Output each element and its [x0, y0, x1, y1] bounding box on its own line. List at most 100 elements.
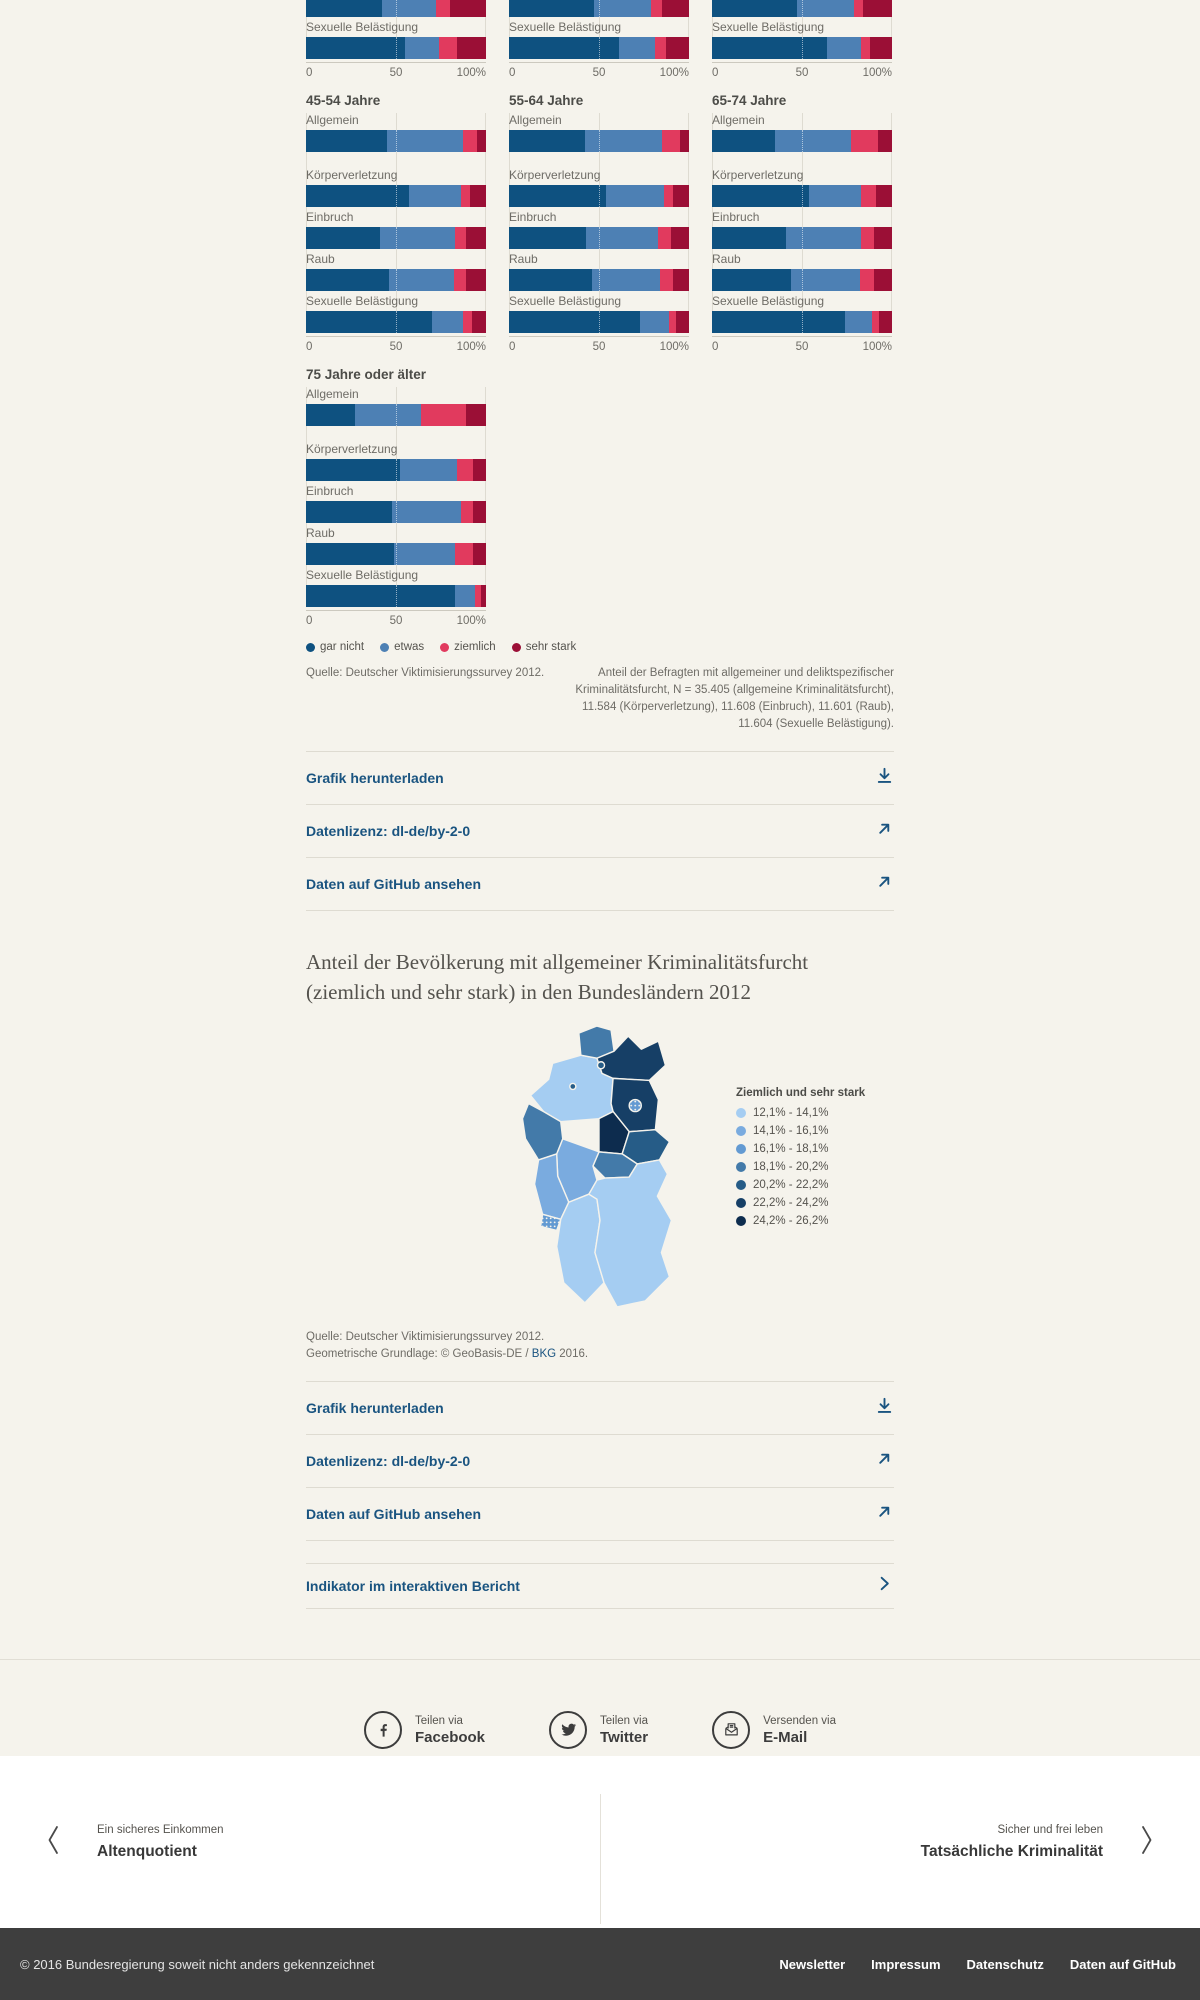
category-label: Allgemein	[306, 387, 359, 401]
category-label: Sexuelle Belästigung	[712, 294, 825, 308]
x-axis: 0 50 100%	[509, 62, 689, 79]
map-legend-title: Ziemlich und sehr stark	[736, 1087, 866, 1099]
footer-link-newsletter[interactable]: Newsletter	[779, 1956, 846, 1972]
category-label: Raub	[712, 252, 741, 266]
bar-segment-etwas	[586, 227, 659, 249]
category-label: Körperverletzung	[306, 168, 398, 182]
axis-tick-label: 0	[306, 615, 313, 627]
map-section-title: Anteil der Bevölkerung mit allgemeiner K…	[306, 950, 809, 1004]
map-region-berlin	[628, 1098, 642, 1113]
indicator-section: Indikator im interaktiven Bericht	[306, 1563, 894, 1609]
link-label: Daten auf GitHub ansehen	[306, 876, 482, 892]
share-email-button[interactable]: Versenden via E-Mail	[712, 1694, 836, 1765]
legend-item: sehr stark	[511, 641, 576, 653]
category-label: Sexuelle Belästigung	[306, 568, 419, 582]
age-group-chart: Sexuelle Belästigung 0 50 100%	[509, 0, 689, 79]
link-download-row[interactable]: Grafik herunterladen	[306, 752, 894, 805]
bar-segment-sehr-stark	[877, 130, 892, 152]
x-axis: 0 50 100%	[306, 336, 486, 353]
bar-segment-gar-nicht	[509, 269, 592, 291]
link-external-row[interactable]: Daten auf GitHub ansehen	[306, 1488, 894, 1541]
footer-links: Newsletter Impressum Datenschutz Daten auf …	[779, 1957, 1176, 1972]
map-region-bremen	[569, 1082, 577, 1091]
link-external-row[interactable]: Daten auf GitHub ansehen	[306, 858, 894, 911]
footer-link-daten-auf-github[interactable]: Daten auf GitHub	[1069, 1956, 1176, 1972]
bar-segment-sehr-stark	[473, 543, 486, 565]
legend-dot	[511, 642, 521, 652]
map-sources: Quelle: Deutscher Viktimisierungssurvey …	[306, 1329, 894, 1363]
indicator-link[interactable]: Indikator im interaktiven Bericht	[306, 1564, 894, 1609]
bar-segment-ziemlich	[859, 269, 874, 291]
axis-tick-label: 100%	[659, 341, 689, 353]
bar-segment-sehr-stark	[457, 37, 486, 59]
stacked-bar	[306, 0, 486, 17]
bar-segment-ziemlich	[460, 501, 474, 523]
stacked-bar	[509, 269, 689, 291]
stacked-bar	[509, 227, 689, 249]
category-label: Einbruch	[306, 210, 354, 224]
map-legend-label: 16,1% - 18,1%	[753, 1143, 829, 1155]
bar-segment-sehr-stark	[879, 311, 892, 333]
bar-segment-etwas	[775, 130, 851, 152]
bar-segment-etwas	[455, 585, 476, 607]
share-facebook-button[interactable]: Teilen via Facebook	[364, 1694, 485, 1765]
stacked-bar	[712, 185, 892, 207]
main-content: Sexuelle Belästigung 0 50 100% Sexuelle Belä…	[306, 0, 894, 1609]
link-label: Datenlizenz: dl-de/by-2-0	[306, 823, 471, 839]
map-source-line1: Quelle: Deutscher Viktimisierungssurvey …	[306, 1331, 545, 1343]
bar-segment-sehr-stark	[863, 0, 892, 17]
bar-segment-sehr-stark	[672, 269, 689, 291]
bar-segment-etwas	[809, 185, 862, 207]
axis-tick-label: 100%	[862, 67, 892, 79]
category-label: Raub	[306, 252, 335, 266]
link-download-row[interactable]: Grafik herunterladen	[306, 1382, 894, 1435]
age-group-chart: 45-54 Jahre Allgemein Körperverletzung Einb…	[306, 79, 486, 353]
category-label: Einbruch	[306, 484, 354, 498]
map-source-line2: Geometrische Grundlage: © GeoBasis-DE / …	[306, 1348, 589, 1360]
gridline	[509, 0, 510, 59]
category-label: Sexuelle Belästigung	[306, 20, 419, 34]
external-icon	[875, 819, 894, 843]
bar-segment-gar-nicht	[712, 227, 786, 249]
age-group-title: 45-54 Jahre	[306, 93, 381, 108]
footer-link-datenschutz[interactable]: Datenschutz	[966, 1956, 1044, 1972]
stacked-bar	[509, 130, 689, 152]
pager-prev-text: Ein sicheres Einkommen Altenquotient	[97, 1823, 224, 1860]
link-external-row[interactable]: Datenlizenz: dl-de/by-2-0	[306, 1435, 894, 1488]
gridline	[485, 387, 486, 607]
bar-segment-ziemlich	[861, 227, 874, 249]
age-group-chart: Sexuelle Belästigung 0 50 100%	[306, 0, 486, 79]
email-icon	[712, 1710, 751, 1749]
bar-segment-ziemlich	[661, 130, 680, 152]
pager-next[interactable]: Sicher und frei leben Tatsächliche Krimi…	[921, 1824, 1154, 1861]
axis-tick-label: 0	[712, 67, 719, 79]
axis-tick-label: 50	[389, 615, 403, 627]
map-legend-dot	[736, 1198, 746, 1208]
axis-tick-label: 0	[712, 341, 719, 353]
bar-segment-etwas	[387, 130, 463, 152]
axis-tick-label: 50	[389, 341, 403, 353]
bar-segment-sehr-stark	[670, 227, 689, 249]
bkg-link[interactable]: BKG	[531, 1348, 557, 1360]
stacked-bar	[306, 459, 486, 481]
chart-row	[712, 0, 892, 17]
stacked-bar	[509, 311, 689, 333]
bar-segment-ziemlich	[850, 130, 878, 152]
bar-segment-sehr-stark	[471, 311, 486, 333]
gridline	[509, 113, 510, 333]
bar-segment-ziemlich	[663, 185, 673, 207]
bar-segment-etwas	[432, 311, 463, 333]
legend-label: gar nicht	[320, 641, 365, 653]
bar-segment-gar-nicht	[306, 543, 395, 565]
bar-segment-etwas	[791, 269, 860, 291]
bar-segment-ziemlich	[455, 543, 474, 565]
link-external-row[interactable]: Datenlizenz: dl-de/by-2-0	[306, 805, 894, 858]
share-twitter-button[interactable]: Teilen via Twitter	[549, 1694, 648, 1765]
bar-segment-ziemlich	[435, 0, 450, 17]
bar-segment-etwas	[381, 0, 436, 17]
age-group-chart: 65-74 Jahre Allgemein Körperverletzung Einb…	[712, 79, 892, 353]
footer-link-impressum[interactable]: Impressum	[871, 1956, 941, 1972]
pager-prev[interactable]: Ein sicheres Einkommen Altenquotient	[46, 1824, 224, 1861]
category-label: Körperverletzung	[712, 168, 804, 182]
chart-row: Allgemein	[509, 113, 689, 152]
